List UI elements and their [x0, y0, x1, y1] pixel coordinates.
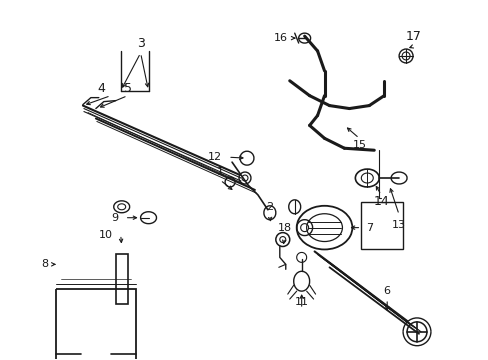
Text: 12: 12	[207, 152, 222, 162]
Text: 15: 15	[352, 140, 366, 150]
Text: 2: 2	[266, 202, 273, 212]
Text: 13: 13	[391, 220, 406, 230]
Text: 17: 17	[405, 30, 421, 42]
Text: 9: 9	[111, 213, 119, 223]
Bar	[361, 202, 402, 249]
Text: 3: 3	[136, 37, 144, 50]
Bar	[56, 289, 135, 360]
Text: 18: 18	[277, 222, 291, 233]
Text: 1: 1	[216, 167, 223, 177]
Text: 4: 4	[97, 82, 104, 95]
Text: 11: 11	[294, 297, 308, 307]
Text: 7: 7	[365, 222, 372, 233]
Text: 10: 10	[99, 230, 113, 239]
Text: 16: 16	[273, 33, 287, 43]
Bar	[116, 255, 127, 304]
Text: 14: 14	[372, 195, 388, 208]
Text: 8: 8	[41, 259, 48, 269]
Text: 6: 6	[383, 286, 390, 296]
Text: 5: 5	[123, 82, 131, 95]
